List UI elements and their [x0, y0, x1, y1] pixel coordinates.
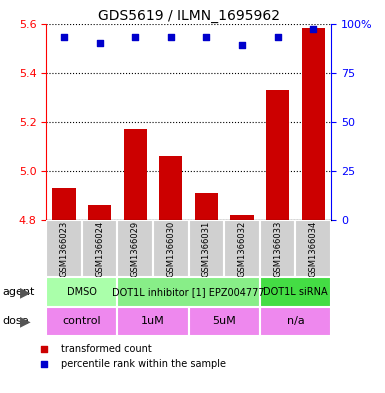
Bar — [189, 307, 260, 336]
Text: DOT1L siRNA: DOT1L siRNA — [263, 287, 328, 297]
Point — [61, 34, 67, 40]
Point — [132, 34, 138, 40]
Text: 5uM: 5uM — [213, 316, 236, 326]
Bar — [117, 277, 260, 307]
Text: GSM1366030: GSM1366030 — [166, 220, 175, 277]
Text: control: control — [62, 316, 101, 326]
Bar — [224, 220, 260, 277]
Text: 1uM: 1uM — [141, 316, 165, 326]
Point — [97, 40, 103, 46]
Text: DMSO: DMSO — [67, 287, 97, 297]
Text: DOT1L inhibitor [1] EPZ004777: DOT1L inhibitor [1] EPZ004777 — [112, 287, 265, 297]
Bar — [302, 28, 325, 220]
Bar — [82, 220, 117, 277]
Bar — [124, 129, 147, 220]
Bar — [159, 156, 182, 220]
Point — [40, 361, 47, 367]
Text: agent: agent — [2, 287, 34, 297]
Bar — [117, 220, 153, 277]
Bar — [46, 277, 117, 307]
Bar — [46, 307, 117, 336]
Text: percentile rank within the sample: percentile rank within the sample — [61, 359, 226, 369]
Bar — [189, 220, 224, 277]
Text: GSM1366034: GSM1366034 — [309, 220, 318, 277]
Text: ▶: ▶ — [20, 285, 30, 299]
Point — [168, 34, 174, 40]
Title: GDS5619 / ILMN_1695962: GDS5619 / ILMN_1695962 — [98, 9, 280, 22]
Bar — [260, 307, 331, 336]
Point — [239, 42, 245, 48]
Text: GSM1366033: GSM1366033 — [273, 220, 282, 277]
Text: ▶: ▶ — [20, 314, 30, 328]
Point — [275, 34, 281, 40]
Bar — [52, 188, 75, 220]
Bar — [266, 90, 289, 220]
Text: GSM1366023: GSM1366023 — [60, 220, 69, 277]
Bar — [195, 193, 218, 220]
Text: dose: dose — [2, 316, 28, 326]
Text: GSM1366031: GSM1366031 — [202, 220, 211, 277]
Text: GSM1366024: GSM1366024 — [95, 220, 104, 277]
Text: GSM1366029: GSM1366029 — [131, 220, 140, 277]
Text: GSM1366032: GSM1366032 — [238, 220, 246, 277]
Bar — [46, 220, 82, 277]
Bar — [260, 277, 331, 307]
Point — [40, 346, 47, 353]
Bar — [117, 307, 189, 336]
Point — [310, 26, 316, 33]
Bar — [296, 220, 331, 277]
Bar — [231, 215, 254, 220]
Point — [203, 34, 209, 40]
Text: n/a: n/a — [286, 316, 305, 326]
Text: transformed count: transformed count — [61, 344, 152, 354]
Bar — [88, 205, 111, 220]
Bar — [260, 220, 296, 277]
Bar — [153, 220, 189, 277]
